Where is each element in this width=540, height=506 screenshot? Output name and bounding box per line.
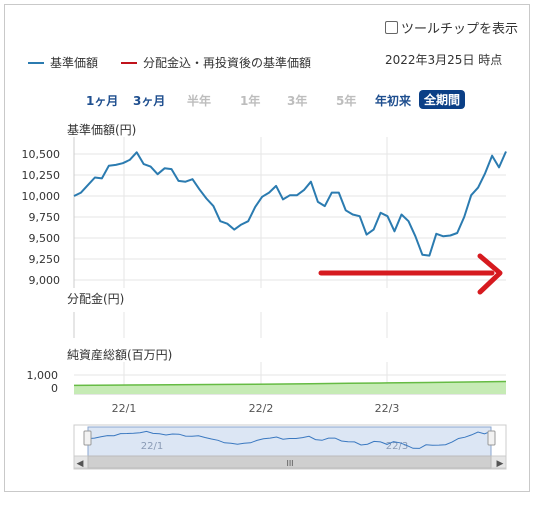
nav-y-tick-label: 10,500	[22, 148, 61, 161]
dividend-grid	[73, 312, 388, 338]
legend-item-reinvested[interactable]: 分配金込・再投資後の基準価額	[121, 54, 311, 71]
arrow-head	[477, 253, 503, 295]
period-1y: 1年	[240, 94, 261, 108]
nav-y-axis: 10,500 10,250 10,000 9,750 9,500 9,250 9,000	[22, 148, 61, 287]
aum-line	[73, 380, 507, 387]
navigator-x-axis: 22/1 22/3	[141, 441, 408, 452]
red-arrow-annotation	[318, 253, 503, 295]
nav-y-tick-label: 9,500	[29, 232, 61, 245]
navigator[interactable]: 22/1 22/3 III ◀ ▶	[73, 424, 507, 470]
checkbox-icon[interactable]	[385, 21, 398, 34]
x-tick-label: 22/1	[112, 402, 137, 415]
aum-area	[74, 381, 506, 394]
x-tick-label: 22/2	[249, 402, 274, 415]
aum-y-tick-label: 1,000	[27, 369, 59, 382]
aum-axis-title: 純資産総額(百万円)	[67, 348, 173, 362]
period-5y: 5年	[336, 94, 357, 108]
scroll-right-arrow-icon[interactable]: ▶	[497, 459, 504, 469]
nav-y-tick-label: 9,750	[29, 211, 61, 224]
legend-item-nav[interactable]: 基準価額	[28, 54, 98, 71]
tooltip-checkbox-label: ツールチップを表示	[401, 22, 519, 37]
nav-y-tick-label: 9,000	[29, 274, 61, 287]
navigator-series-line	[87, 430, 492, 449]
period-3m[interactable]: 3ヶ月	[133, 94, 166, 108]
navigator-handle-left[interactable]	[83, 430, 92, 446]
navigator-scrollbar-thumb[interactable]	[87, 455, 492, 469]
legend-swatch	[28, 61, 44, 64]
nav-axis-title: 基準価額(円)	[67, 123, 137, 137]
legend-label: 分配金込・再投資後の基準価額	[143, 56, 312, 70]
legend-label: 基準価額	[50, 56, 99, 70]
period-1m[interactable]: 1ヶ月	[86, 94, 119, 108]
aum-y-tick-label: 0	[51, 382, 58, 395]
nav-series-line	[73, 151, 507, 257]
period-all[interactable]: 全期間	[419, 90, 466, 109]
legend-swatch	[121, 61, 137, 64]
scrollbar-grip-icon: III	[286, 459, 293, 468]
dividend-axis-title: 分配金(円)	[67, 292, 125, 306]
period-6m: 半年	[187, 94, 212, 108]
nav-grid	[73, 137, 506, 288]
x-axis: 22/1 22/2 22/3	[112, 402, 400, 415]
as-of-date: 2022年3月25日 時点	[385, 53, 503, 67]
navigator-x-tick-label: 22/1	[141, 441, 163, 452]
scroll-left-arrow-icon[interactable]: ◀	[77, 459, 84, 469]
navigator-handle-right[interactable]	[487, 430, 496, 446]
nav-y-tick-label: 9,250	[29, 253, 61, 266]
navigator-x-tick-label: 22/3	[386, 441, 408, 452]
nav-y-tick-label: 10,000	[22, 190, 61, 203]
tooltip-checkbox[interactable]: ツールチップを表示	[385, 18, 518, 37]
period-3y: 3年	[287, 94, 308, 108]
period-ytd[interactable]: 年初来	[375, 94, 412, 108]
chart-widget	[4, 4, 530, 492]
navigator-selection[interactable]	[87, 426, 492, 457]
x-tick-label: 22/3	[375, 402, 400, 415]
nav-y-tick-label: 10,250	[22, 169, 61, 182]
